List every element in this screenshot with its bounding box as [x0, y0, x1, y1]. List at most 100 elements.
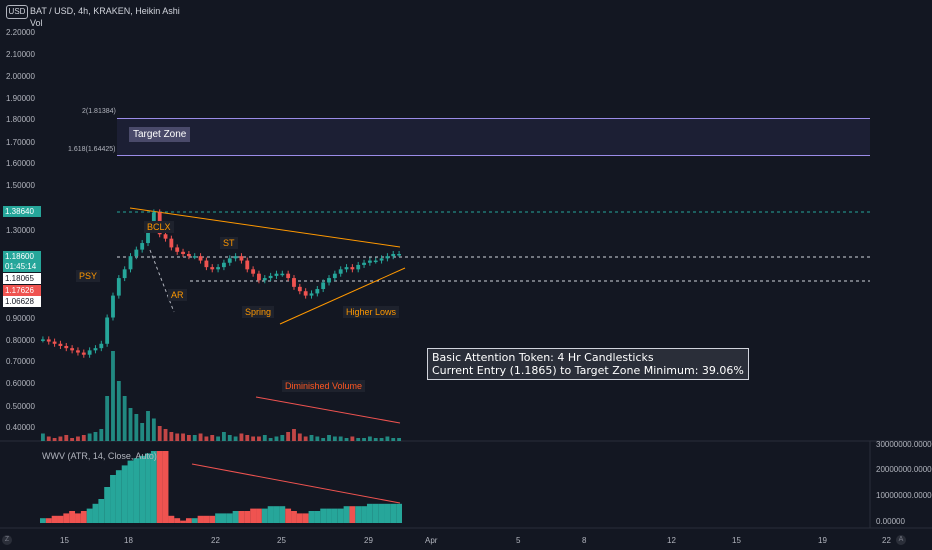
- wwv-trendline: [191, 463, 401, 504]
- volume-bar: [163, 429, 168, 441]
- candle: [338, 269, 343, 274]
- candle: [64, 345, 69, 349]
- wwv-bar: [285, 508, 292, 523]
- wwv-bar: [232, 511, 239, 523]
- info-box: Basic Attention Token: 4 Hr Candlesticks…: [427, 348, 749, 380]
- target-zone-box[interactable]: [117, 118, 870, 156]
- currency-badge[interactable]: USD: [6, 5, 28, 19]
- candle: [274, 273, 279, 276]
- volume-bar: [356, 438, 361, 441]
- wwv-bar: [291, 511, 297, 523]
- wwv-bar: [390, 503, 397, 523]
- volume-bar: [134, 414, 139, 441]
- candle: [262, 278, 267, 281]
- volume-bar: [64, 435, 69, 441]
- volume-bar: [76, 436, 80, 441]
- wwv-bar: [384, 503, 391, 523]
- wwv-bar: [244, 511, 251, 523]
- candle: [46, 339, 51, 342]
- volume-bar: [58, 436, 63, 441]
- wwv-bar: [250, 508, 257, 523]
- wwv-bar: [162, 451, 169, 523]
- wwv-bar: [215, 513, 221, 523]
- volume-bar: [338, 436, 343, 441]
- candle: [315, 289, 320, 294]
- wwv-bar: [185, 518, 192, 523]
- wwv-bar: [191, 518, 198, 523]
- volume-bar: [262, 435, 267, 441]
- candle: [239, 256, 244, 261]
- candle: [280, 273, 285, 276]
- x-tick: 19: [818, 536, 827, 545]
- wwv-bar: [98, 499, 105, 523]
- volume-bar: [157, 426, 162, 441]
- x-tick: 25: [277, 536, 286, 545]
- volume-bar: [116, 381, 121, 441]
- wwv-bar: [168, 515, 175, 523]
- volume-bar: [239, 433, 244, 441]
- x-tick: 5: [516, 536, 521, 545]
- volume-bar: [175, 433, 180, 441]
- wwv-bar: [156, 451, 163, 523]
- info-line-2: Current Entry (1.1865) to Target Zone Mi…: [432, 364, 744, 377]
- volume-bar: [367, 436, 372, 441]
- y-tick: 0.50000: [6, 402, 35, 411]
- candle: [146, 229, 150, 244]
- volume-bar: [274, 436, 279, 441]
- candle: [391, 253, 396, 257]
- price-tag: 1.17626: [3, 285, 41, 296]
- candle: [140, 243, 145, 250]
- fib-level-top: 2(1.81384): [82, 108, 116, 115]
- candle: [169, 238, 174, 248]
- wwv-bar: [174, 518, 181, 523]
- candle: [99, 343, 104, 349]
- candle: [76, 350, 80, 353]
- volume-bar: [379, 438, 384, 441]
- volume-bar: [303, 436, 308, 441]
- x-tick: 22: [882, 536, 891, 545]
- volume-bar: [233, 436, 238, 441]
- countdown-tag: 01:45:14: [3, 261, 41, 272]
- volume-bar: [140, 423, 145, 441]
- wwv-bar: [366, 503, 373, 523]
- wwv-bar: [57, 515, 64, 523]
- candle: [111, 295, 115, 318]
- volume-bar: [344, 438, 349, 441]
- wwv-bar: [372, 503, 379, 523]
- right-y-tick: 10000000.00000: [876, 491, 932, 500]
- volume-bar: [257, 436, 261, 441]
- wwv-bar: [121, 465, 128, 523]
- price-tag: 1.06628: [3, 296, 41, 307]
- y-tick: 0.90000: [6, 314, 35, 323]
- volume-bar: [122, 396, 127, 441]
- diminished-volume-label: Diminished Volume: [282, 380, 366, 392]
- wwv-bar: [51, 515, 58, 523]
- volume-bar: [192, 435, 197, 441]
- wwv-bar: [296, 513, 303, 523]
- y-tick: 1.50000: [6, 181, 35, 190]
- auto-scale-button[interactable]: A: [896, 535, 906, 545]
- wwv-bar: [40, 518, 46, 523]
- wwv-bar: [261, 508, 268, 523]
- right-y-tick: 30000000.00000: [876, 440, 932, 449]
- st-label: ST: [220, 237, 238, 249]
- volume-bar: [105, 396, 110, 441]
- wwv-bar: [326, 508, 332, 523]
- wwv-bar: [197, 515, 204, 523]
- candle: [292, 278, 296, 287]
- volume-bar: [350, 436, 355, 441]
- x-tick: 12: [667, 536, 676, 545]
- candle: [227, 258, 232, 263]
- x-tick: 22: [211, 536, 220, 545]
- volume-bar: [46, 436, 51, 441]
- candle: [350, 267, 355, 270]
- zoom-button[interactable]: Z: [2, 535, 12, 545]
- volume-bar: [251, 436, 256, 441]
- volume-bar: [93, 432, 98, 441]
- wwv-bar: [279, 506, 286, 523]
- spring-label: Spring: [242, 306, 275, 318]
- wwv-bar: [396, 503, 402, 523]
- candle: [216, 267, 220, 270]
- volume-bar: [332, 436, 337, 441]
